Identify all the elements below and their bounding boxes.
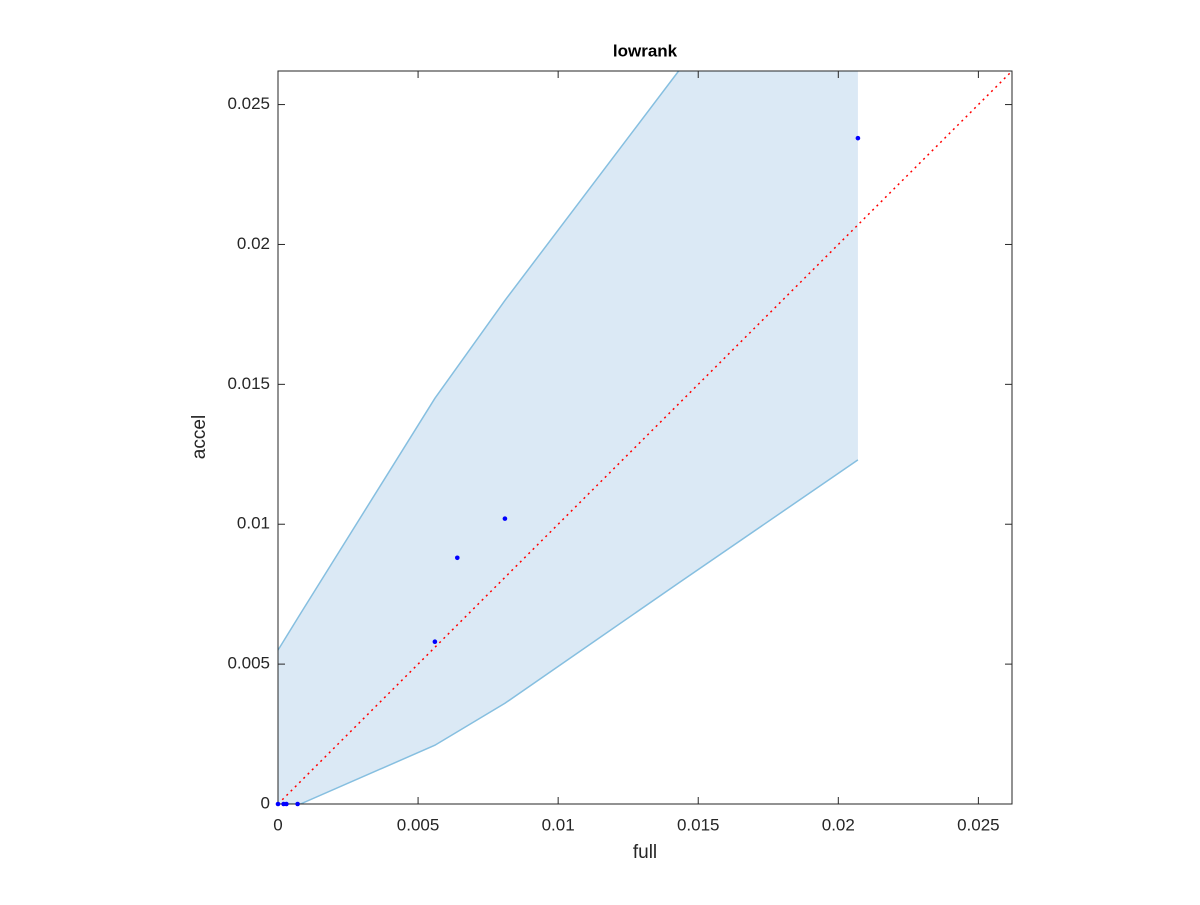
point xyxy=(284,801,289,807)
x-tick-label: 0.025 xyxy=(957,815,1000,834)
point xyxy=(855,135,861,141)
y-tick-label: 0.025 xyxy=(227,94,270,113)
y-tick-label: 0.015 xyxy=(227,374,270,393)
x-tick-label: 0 xyxy=(273,815,282,834)
x-tick-label: 0.02 xyxy=(822,815,855,834)
chart-title: lowrank xyxy=(613,41,678,60)
point xyxy=(502,516,508,521)
band-lower-edge xyxy=(278,459,859,804)
point xyxy=(275,801,281,807)
point xyxy=(454,555,460,561)
x-tick-label: 0.005 xyxy=(397,815,440,834)
reference-diagonal xyxy=(278,71,1012,804)
y-tick-label: 0 xyxy=(261,793,270,812)
axes-box xyxy=(277,70,1013,805)
x-tick-label: 0.01 xyxy=(542,815,575,834)
y-tick-label: 0.01 xyxy=(237,514,270,533)
point xyxy=(432,639,438,645)
band-upper-edge xyxy=(278,71,680,651)
y-tick-label: 0.02 xyxy=(237,234,270,253)
x-axis-label: full xyxy=(633,842,657,863)
x-tick-label: 0.015 xyxy=(677,815,720,834)
y-axis-label: accel xyxy=(189,415,210,459)
plot-area xyxy=(278,71,1012,804)
y-tick-label: 0.005 xyxy=(227,654,270,673)
point xyxy=(295,801,300,807)
band-area xyxy=(278,71,858,804)
